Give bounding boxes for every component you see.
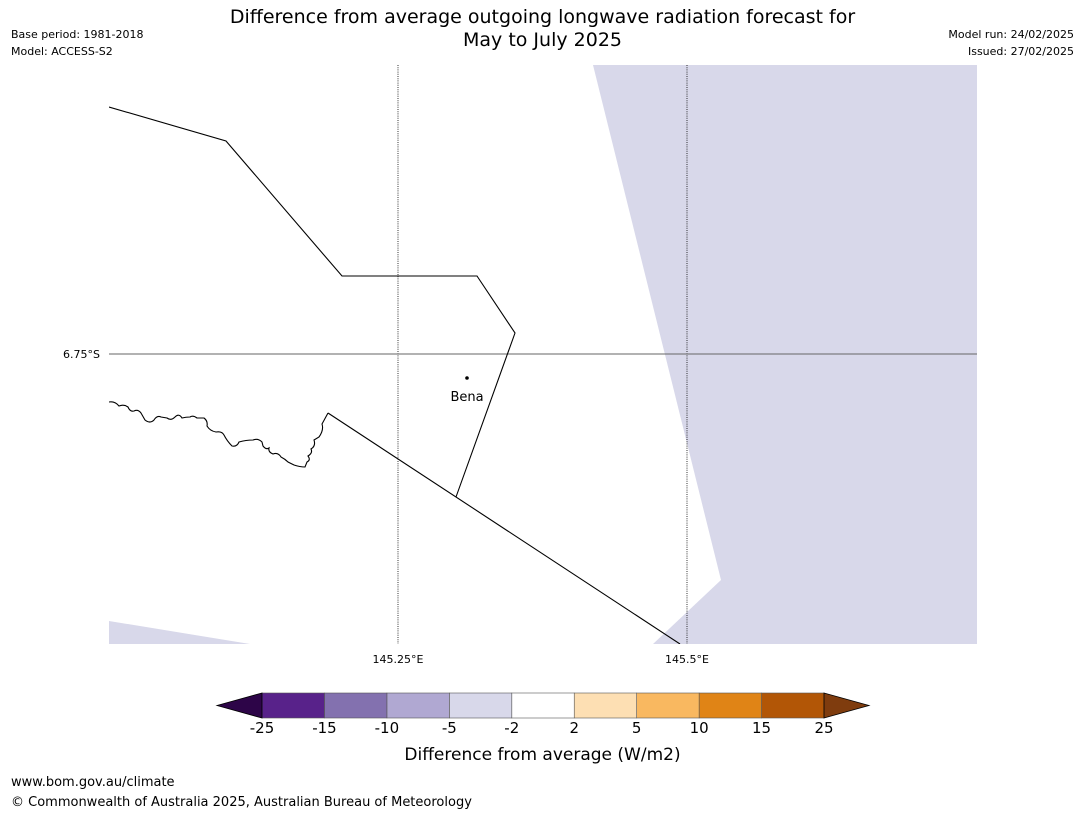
place-label-bena: Bena (450, 390, 483, 405)
colorbar-segment (386, 692, 450, 719)
colorbar-segment (449, 692, 513, 719)
colorbar-tick-label: -10 (374, 719, 400, 737)
chart-title: Difference from average outgoing longwav… (0, 6, 1085, 52)
colorbar-segment (698, 692, 762, 719)
colorbar-segment (636, 692, 700, 719)
colorbar-tick-label: -25 (249, 719, 275, 737)
province-boundary-south (327, 412, 681, 644)
map-area (109, 65, 977, 644)
lat-label: 6.75°S (63, 348, 100, 361)
colorbar-tick-label: 10 (689, 719, 709, 737)
colorbar-tick-label: -5 (441, 719, 457, 737)
colorbar-tick-label: 2 (569, 719, 579, 737)
colorbar-tick-label: 25 (814, 719, 834, 737)
base-period-text: Base period: 1981-2018 (11, 28, 144, 41)
colorbar-tick-label: 15 (752, 719, 772, 737)
model-text: Model: ACCESS-S2 (11, 45, 113, 58)
issued-text: Issued: 27/02/2025 (967, 45, 1074, 58)
footer-url: www.bom.gov.au/climate (11, 775, 175, 790)
colorbar-title: Difference from average (W/m2) (404, 745, 681, 765)
colorbar-segment (261, 692, 325, 719)
province-boundary-north (109, 106, 516, 498)
lon-label-1: 145.25°E (373, 653, 424, 666)
lon-label-2: 145.5°E (665, 653, 709, 666)
meta-left: Base period: 1981-2018 Model: ACCESS-S2 (11, 26, 143, 60)
meta-right: Model run: 24/02/2025 Issued: 27/02/2025 (948, 26, 1074, 60)
footer-copyright: © Commonwealth of Australia 2025, Austra… (11, 795, 472, 810)
coastline (109, 401, 329, 468)
model-run-text: Model run: 24/02/2025 (948, 28, 1074, 41)
colorbar-tick-label: -15 (312, 719, 337, 737)
colorbar (215, 692, 871, 719)
colorbar-extend-high (823, 692, 871, 719)
place-marker-bena (465, 376, 469, 380)
colorbar-segment (573, 692, 637, 719)
title-line-2: May to July 2025 (463, 29, 622, 51)
colorbar-tick-label: -2 (504, 719, 520, 737)
colorbar-segment (761, 692, 825, 719)
colorbar-segment (511, 692, 575, 719)
title-line-1: Difference from average outgoing longwav… (229, 6, 856, 28)
shaded-region-southwest (109, 621, 250, 644)
colorbar-tick-label: 5 (631, 719, 642, 737)
colorbar-extend-low (215, 692, 263, 719)
colorbar-segment (324, 692, 388, 719)
